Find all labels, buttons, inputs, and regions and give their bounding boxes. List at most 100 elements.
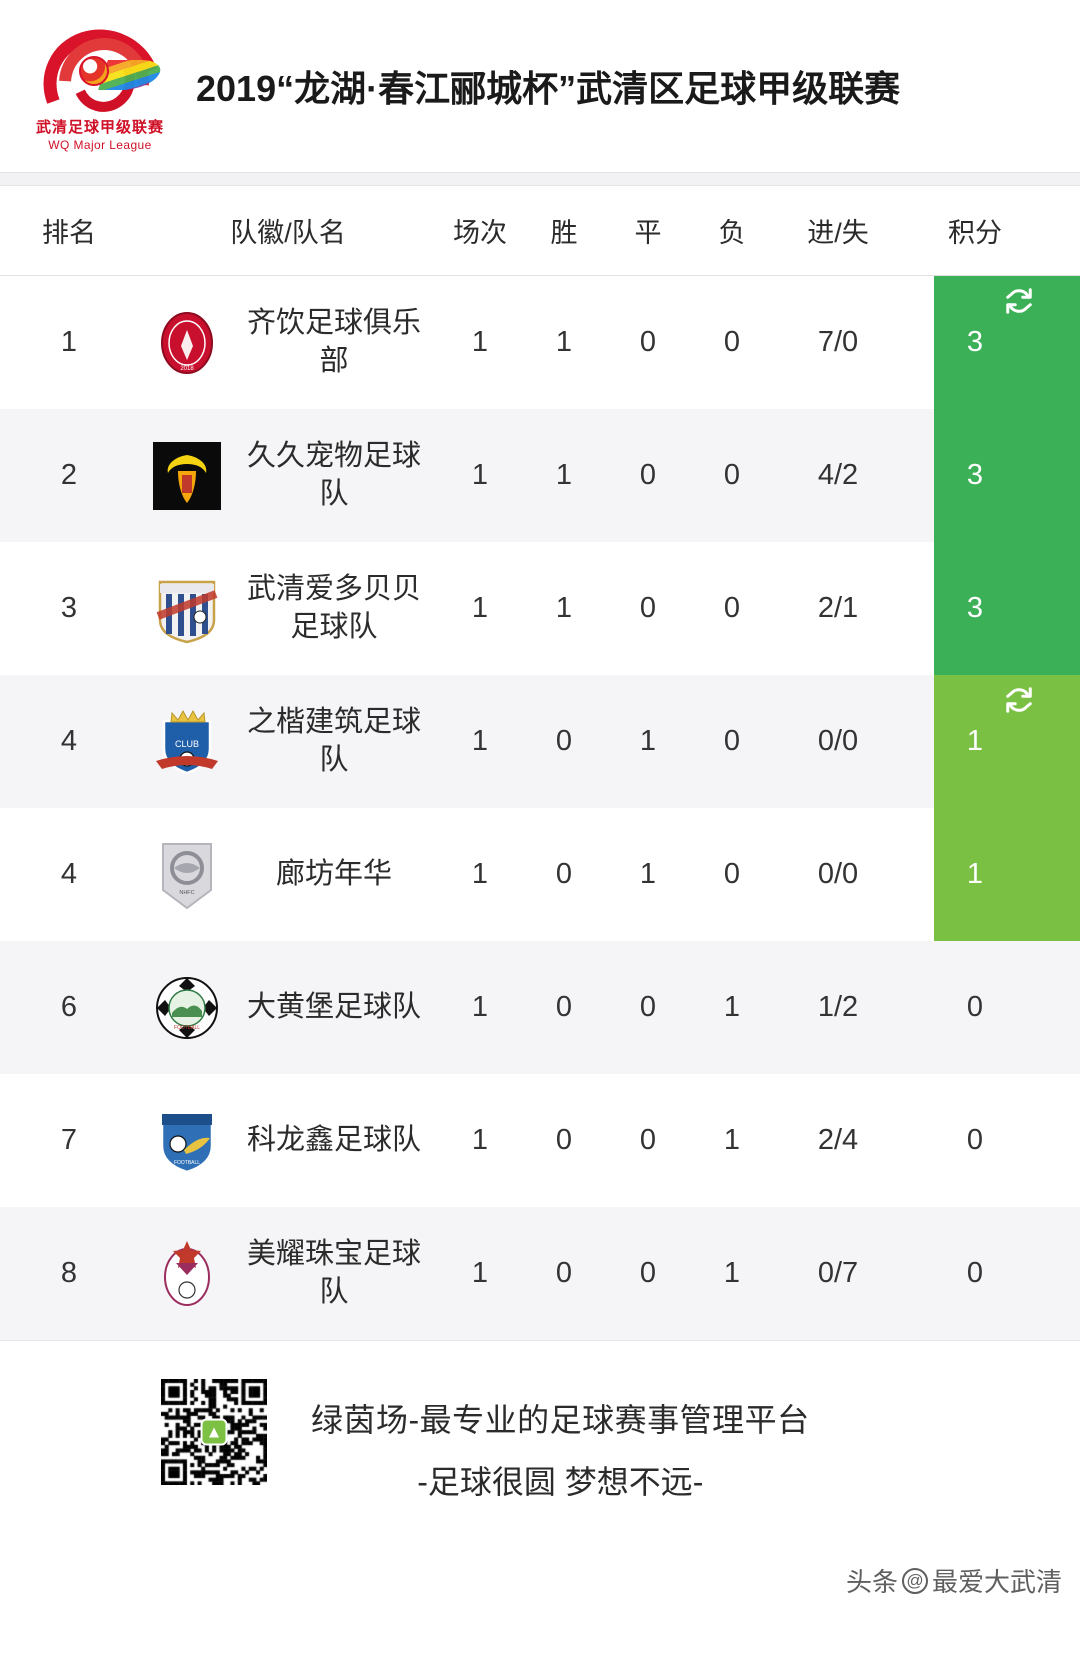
cell-goals: 0/7 [817, 1257, 859, 1289]
cell-rank: 3 [60, 592, 78, 624]
table-row[interactable]: 4 NHFC 廊坊年华 1 0 1 0 0/0 1 [0, 808, 1080, 941]
cell-team[interactable]: 武清爱多贝贝足球队 [138, 542, 438, 675]
column-header-points[interactable]: 积分 [948, 218, 1002, 248]
cell-played: 1 [471, 326, 489, 358]
qr-code[interactable]: ▲ [161, 1379, 267, 1485]
column-header-draw[interactable]: 平 [634, 218, 662, 248]
cell-loss: 1 [723, 1257, 741, 1289]
team-name: 科龙鑫足球队 [246, 1123, 421, 1156]
cell-team[interactable]: FOOTBALL 科龙鑫足球队 [138, 1074, 438, 1207]
cell-played: 1 [471, 459, 489, 491]
cell-rank: 6 [60, 991, 78, 1023]
dahuangbao-badge: FOOTBALL [148, 969, 226, 1047]
page-header: 武清足球甲级联赛 WQ Major League 2019“龙湖·春江郦城杯”武… [0, 0, 1080, 172]
svg-text:FOOTBALL: FOOTBALL [174, 1160, 200, 1166]
fc-cheers-badge: 2018 [148, 304, 226, 382]
table-row[interactable]: 4 CLUB 之楷建筑足球队 1 0 1 0 0/0 1 [0, 675, 1080, 808]
cell-loss: 0 [723, 459, 741, 491]
svg-text:FOOTBALL: FOOTBALL [174, 1025, 200, 1031]
cell-team[interactable]: 2018 齐饮足球俱乐部 [138, 276, 438, 409]
team-name: 美耀珠宝足球队 [246, 1238, 421, 1308]
cell-win: 0 [555, 1124, 573, 1156]
svg-text:2018: 2018 [180, 366, 194, 372]
cell-points: 3 [902, 409, 1048, 542]
league-logo-cn-text: 武清足球甲级联赛 [35, 119, 164, 136]
cell-rank: 7 [60, 1124, 78, 1156]
watermark: 头条 @ 最爱大武清 [846, 1562, 1062, 1599]
cell-draw: 0 [639, 326, 657, 358]
column-header-win[interactable]: 胜 [550, 218, 578, 248]
jiujiu-pet-badge [148, 437, 226, 515]
cell-goals: 4/2 [817, 459, 859, 491]
table-row[interactable]: 2 久久宠物足球队 1 1 0 0 4/2 3 [0, 409, 1080, 542]
cell-team[interactable]: FOOTBALL 大黄堡足球队 [138, 941, 438, 1074]
meiyao-jewelry-badge [148, 1235, 226, 1313]
team-name: 廊坊年华 [275, 857, 392, 890]
cell-win: 0 [555, 991, 573, 1023]
cell-win: 0 [555, 858, 573, 890]
column-header-rank[interactable]: 排名 [42, 218, 96, 248]
svg-text:NHFC: NHFC [179, 890, 194, 896]
team-name: 之楷建筑足球队 [246, 706, 421, 776]
watermark-platform: 头条 [845, 1567, 898, 1597]
league-logo-mark [24, 10, 180, 162]
cell-rank: 4 [60, 725, 78, 757]
cell-draw: 0 [639, 1124, 657, 1156]
column-header-played[interactable]: 场次 [453, 218, 507, 248]
column-header-team[interactable]: 队徽/队名 [230, 218, 346, 248]
footer-tagline-primary: 绿茵场-最专业的足球赛事管理平台 [311, 1402, 810, 1438]
cell-points: 3 [902, 542, 1048, 675]
cell-goals: 1/2 [817, 991, 859, 1023]
cell-team[interactable]: NHFC 廊坊年华 [138, 808, 438, 941]
cell-draw: 0 [639, 1257, 657, 1289]
table-row[interactable]: 8 美耀珠宝足球队 1 0 0 1 0/7 0 [0, 1207, 1080, 1340]
cell-played: 1 [471, 1124, 489, 1156]
column-header-loss[interactable]: 负 [718, 218, 746, 248]
column-header-goals[interactable]: 进/失 [807, 218, 869, 248]
table-row[interactable]: 1 2018 齐饮足球俱乐部 1 1 0 0 7/0 3 [0, 276, 1080, 409]
table-row[interactable]: 3 武清爱多贝贝足球队 1 1 0 0 2/1 3 [0, 542, 1080, 675]
cell-win: 0 [555, 1257, 573, 1289]
cell-points: 3 [902, 276, 1048, 409]
cell-goals: 0/0 [817, 725, 859, 757]
footer-text: 绿茵场-最专业的足球赛事管理平台 -足球很圆 梦想不远- [311, 1395, 810, 1503]
cell-played: 1 [471, 592, 489, 624]
cell-win: 1 [555, 592, 573, 624]
cell-played: 1 [471, 1257, 489, 1289]
cell-points: 0 [902, 941, 1048, 1074]
wuqing-aiduobeibei-badge [148, 570, 226, 648]
cell-played: 1 [471, 991, 489, 1023]
team-name: 久久宠物足球队 [246, 440, 421, 510]
points-value: 0 [966, 1124, 984, 1156]
points-value: 1 [966, 725, 984, 757]
cell-draw: 0 [639, 459, 657, 491]
table-row[interactable]: 6 FOOTBALL 大黄堡足球队 1 0 0 1 1/2 0 [0, 941, 1080, 1074]
cell-win: 0 [555, 725, 573, 757]
page-footer: ▲ 绿茵场-最专业的足球赛事管理平台 -足球很圆 梦想不远- 头条 @ 最爱大武… [0, 1340, 1080, 1615]
cell-points: 1 [902, 675, 1048, 808]
cell-team[interactable]: CLUB 之楷建筑足球队 [138, 675, 438, 808]
points-value: 0 [966, 1257, 984, 1289]
team-name: 齐饮足球俱乐部 [246, 307, 421, 377]
langfang-nianhua-badge: NHFC [148, 836, 226, 914]
kelongxin-badge: FOOTBALL [148, 1102, 226, 1180]
table-body: 1 2018 齐饮足球俱乐部 1 1 0 0 7/0 3 2 久久宠物足球队 1 1 0 0 4/2 3 3 武清爱… [0, 276, 1080, 1340]
cell-rank: 2 [60, 459, 78, 491]
logo-football-icon [79, 56, 109, 86]
table-header-row: 排名 队徽/队名 场次 胜 平 负 进/失 积分 [0, 186, 1080, 276]
cell-points: 0 [902, 1074, 1048, 1207]
table-row[interactable]: 7 FOOTBALL 科龙鑫足球队 1 0 0 1 2/4 0 [0, 1074, 1080, 1207]
team-name: 大黄堡足球队 [246, 990, 421, 1023]
points-value: 0 [966, 991, 984, 1023]
svg-text:CLUB: CLUB [175, 739, 199, 749]
points-highlight-band-light [934, 675, 1080, 941]
cell-team[interactable]: 久久宠物足球队 [138, 409, 438, 542]
points-value: 3 [966, 326, 984, 358]
cell-team[interactable]: 美耀珠宝足球队 [138, 1207, 438, 1340]
cell-rank: 1 [60, 326, 78, 358]
points-value: 3 [966, 592, 984, 624]
points-value: 3 [966, 459, 984, 491]
team-name: 武清爱多贝贝足球队 [246, 573, 421, 643]
at-icon: @ [901, 1567, 928, 1594]
cell-rank: 8 [60, 1257, 78, 1289]
